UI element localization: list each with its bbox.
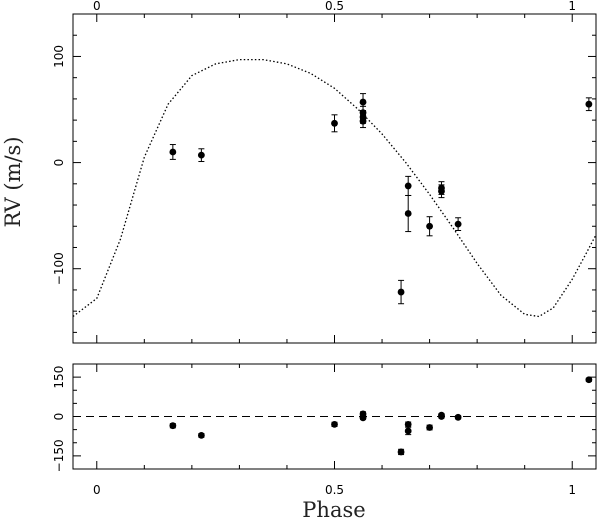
data-point	[331, 119, 338, 127]
residual-data-points	[169, 376, 593, 456]
data-point	[454, 413, 462, 421]
x-tick-label-top: 1	[568, 0, 576, 13]
data-point	[397, 448, 405, 456]
x-tick-label-bottom: 0.5	[325, 483, 344, 497]
data-point	[197, 151, 205, 159]
y-axis-title: RV (m/s)	[1, 136, 25, 227]
x-tick-label-top: 0.5	[325, 0, 344, 13]
data-point	[404, 182, 412, 190]
y-tick-label: 0	[52, 413, 66, 421]
data-point	[426, 222, 433, 230]
x-tick-label-top: 0	[93, 0, 101, 13]
data-point	[359, 117, 367, 125]
data-point	[359, 98, 367, 106]
data-point	[426, 424, 433, 431]
y-tick-label: −100	[52, 252, 66, 285]
data-point	[169, 148, 177, 156]
data-point	[169, 422, 177, 430]
data-point	[331, 420, 338, 428]
rv-model-curve	[72, 58, 597, 318]
y-tick-label: −150	[52, 439, 66, 472]
residual-panel-ticks: 0 0.5 1 150 0 −150	[52, 363, 596, 497]
rv-panel-frame	[72, 13, 597, 344]
data-point	[404, 420, 412, 428]
rv-data-points	[169, 93, 593, 305]
data-point	[404, 210, 412, 217]
x-tick-label-bottom: 0	[93, 483, 101, 497]
rv-model-curve-group	[72, 58, 597, 318]
x-axis-title: Phase	[302, 498, 365, 522]
y-tick-label: 150	[52, 366, 66, 389]
rv-panel-ticks: 0 0.5 1 100 0 −100	[52, 0, 596, 343]
data-point	[438, 187, 445, 195]
data-point	[454, 220, 462, 228]
data-point	[585, 100, 593, 108]
data-point	[397, 288, 405, 296]
x-tick-label-bottom: 1	[568, 483, 576, 497]
data-point	[197, 432, 205, 439]
y-tick-label: 0	[52, 159, 66, 167]
y-tick-label: 100	[52, 45, 66, 68]
data-point	[359, 414, 367, 422]
data-point	[438, 413, 445, 420]
data-point	[585, 376, 593, 384]
data-point	[404, 427, 412, 435]
